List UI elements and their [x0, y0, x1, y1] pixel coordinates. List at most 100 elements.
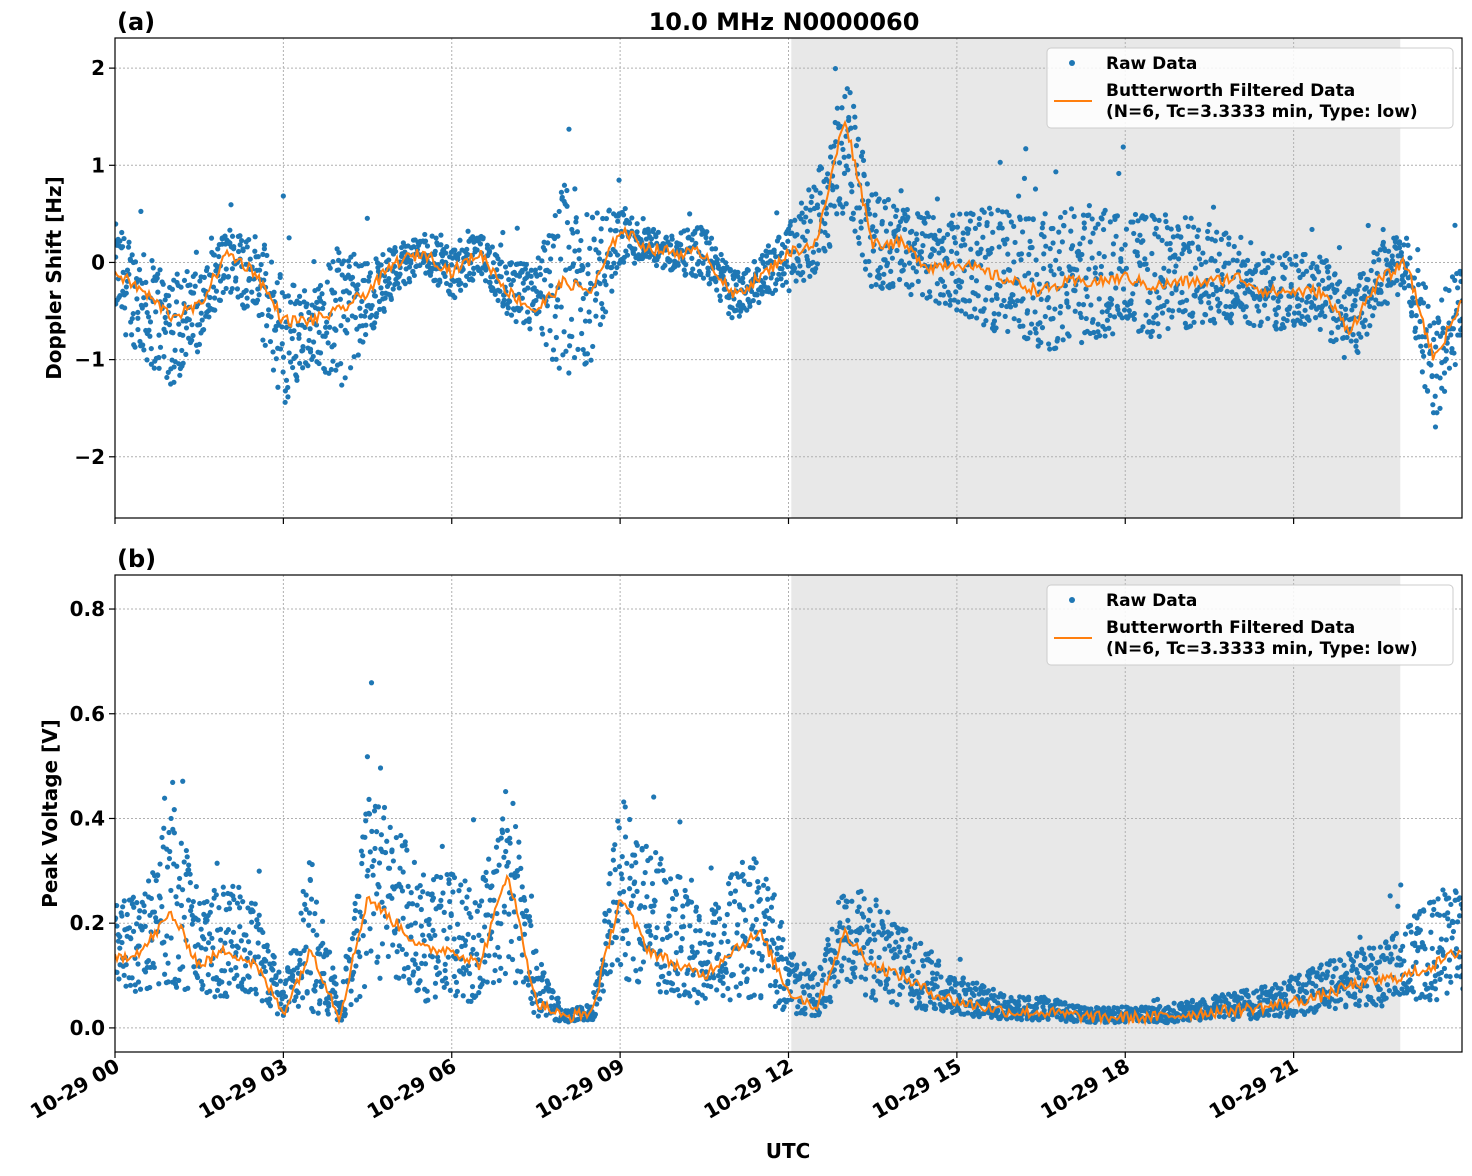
raw-data-point: [300, 995, 305, 1000]
raw-data-point: [310, 862, 315, 867]
raw-data-point: [776, 272, 781, 277]
raw-data-point: [877, 955, 882, 960]
raw-data-point: [249, 920, 254, 925]
raw-data-point: [231, 897, 236, 902]
raw-data-point: [615, 252, 620, 257]
legend-filtered-params: (N=6, Tc=3.3333 min, Type: low): [1106, 102, 1418, 122]
raw-data-point: [482, 924, 487, 929]
y-tick-label: 0: [91, 250, 105, 274]
raw-data-point: [983, 318, 988, 323]
raw-data-point: [359, 861, 364, 866]
raw-data-point: [1390, 253, 1395, 258]
raw-data-point: [1274, 320, 1279, 325]
raw-data-point: [180, 964, 185, 969]
raw-data-point: [204, 918, 209, 923]
raw-data-point: [371, 873, 376, 878]
raw-data-point: [604, 216, 609, 221]
raw-data-point: [203, 947, 208, 952]
raw-data-point: [1108, 219, 1113, 224]
raw-data-point: [717, 916, 722, 921]
raw-data-point: [268, 1003, 273, 1008]
raw-data-point: [627, 221, 632, 226]
raw-data-point: [174, 864, 179, 869]
raw-data-point: [740, 860, 745, 865]
raw-data-point: [131, 895, 136, 900]
raw-data-point: [867, 211, 872, 216]
raw-data-point: [1127, 308, 1132, 313]
y-tick-label: 0.2: [70, 911, 105, 935]
raw-data-point: [356, 894, 361, 899]
raw-data-point: [732, 899, 737, 904]
raw-data-point: [1093, 265, 1098, 270]
raw-data-point: [977, 222, 982, 227]
raw-data-point: [307, 910, 312, 915]
raw-data-point: [371, 911, 376, 916]
raw-data-point: [548, 256, 553, 261]
raw-data-point: [707, 240, 712, 245]
raw-data-point: [608, 871, 613, 876]
raw-data-point: [122, 305, 127, 310]
raw-data-point: [857, 205, 862, 210]
raw-data-point: [1169, 314, 1174, 319]
raw-data-point: [1394, 235, 1399, 240]
raw-data-point: [281, 369, 286, 374]
raw-data-point: [352, 916, 357, 921]
raw-data-point: [737, 314, 742, 319]
raw-data-point: [842, 94, 847, 99]
raw-data-point: [987, 206, 992, 211]
raw-data-point: [779, 945, 784, 950]
raw-data-point: [1033, 186, 1038, 191]
raw-data-point: [593, 314, 598, 319]
raw-data-point: [597, 281, 602, 286]
raw-data-point: [1025, 336, 1030, 341]
raw-data-point: [497, 954, 502, 959]
raw-data-point: [862, 896, 867, 901]
raw-data-point: [438, 898, 443, 903]
raw-data-point: [1229, 312, 1234, 317]
raw-data-point: [195, 349, 200, 354]
raw-data-point: [1135, 250, 1140, 255]
raw-data-point: [797, 263, 802, 268]
y-tick-label: −2: [74, 445, 105, 469]
raw-data-point: [161, 940, 166, 945]
raw-data-point: [713, 920, 718, 925]
raw-data-point: [256, 254, 261, 259]
raw-data-point: [735, 270, 740, 275]
raw-data-point: [1437, 406, 1442, 411]
raw-data-point: [224, 266, 229, 271]
raw-data-point: [894, 248, 899, 253]
raw-data-point: [1088, 302, 1093, 307]
raw-data-point: [1150, 329, 1155, 334]
raw-data-point: [391, 858, 396, 863]
raw-data-point: [957, 258, 962, 263]
raw-data-point: [525, 285, 530, 290]
raw-data-point: [795, 257, 800, 262]
raw-data-point: [455, 257, 460, 262]
raw-data-point: [893, 214, 898, 219]
raw-data-point: [248, 987, 253, 992]
raw-data-point: [184, 325, 189, 330]
raw-data-point: [812, 971, 817, 976]
raw-data-point: [655, 925, 660, 930]
raw-data-point: [312, 988, 317, 993]
raw-data-point: [1097, 333, 1102, 338]
raw-data-point: [763, 275, 768, 280]
raw-data-point: [1342, 355, 1347, 360]
raw-data-point: [224, 994, 229, 999]
raw-data-point: [207, 931, 212, 936]
raw-data-point: [974, 987, 979, 992]
raw-data-point: [562, 183, 567, 188]
raw-data-point: [962, 242, 967, 247]
raw-data-point: [1276, 299, 1281, 304]
raw-data-point: [177, 876, 182, 881]
raw-data-point: [129, 332, 134, 337]
raw-data-point: [1079, 315, 1084, 320]
raw-data-point: [228, 967, 233, 972]
raw-data-point: [195, 975, 200, 980]
raw-data-point: [1152, 217, 1157, 222]
raw-data-point: [839, 968, 844, 973]
raw-data-point: [1011, 224, 1016, 229]
raw-data-point: [452, 875, 457, 880]
raw-data-point: [376, 804, 381, 809]
raw-data-point: [1050, 226, 1055, 231]
